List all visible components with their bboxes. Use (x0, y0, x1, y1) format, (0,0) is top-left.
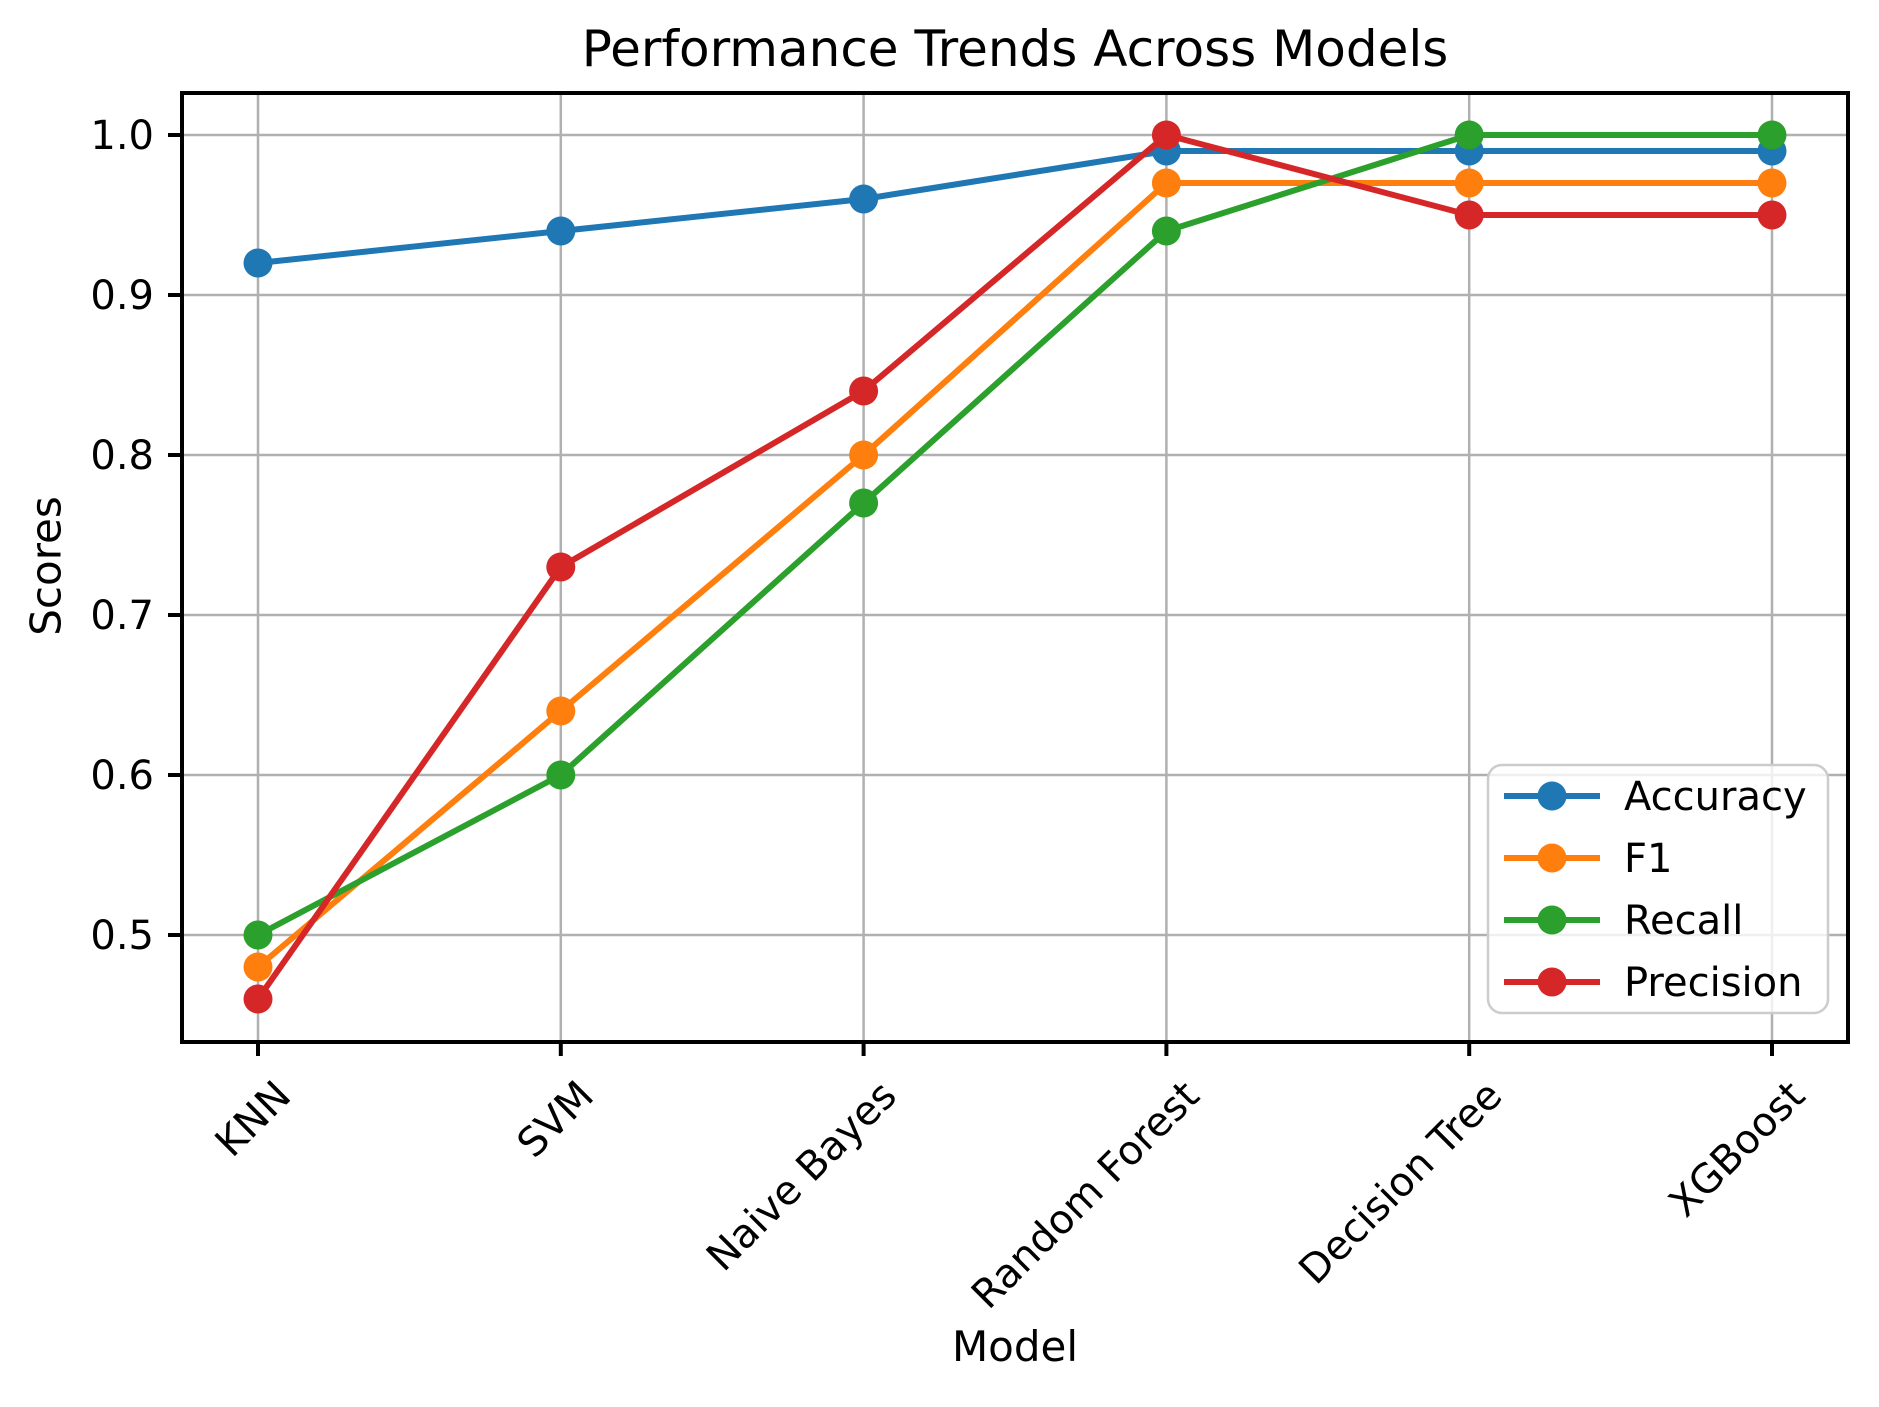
x-tick-label: Decision Tree (1290, 1073, 1511, 1294)
data-point-f1 (849, 440, 879, 470)
y-tick-label: 0.7 (90, 593, 154, 639)
data-point-recall (243, 920, 273, 950)
series-line-precision (255, 132, 1775, 1002)
data-point-recall (546, 760, 576, 790)
y-tick-label: 1.0 (90, 113, 154, 159)
y-axis-label: Scores (21, 496, 71, 636)
legend-marker (1537, 781, 1567, 811)
legend-label: Precision (1624, 960, 1802, 1006)
series-line-f1 (255, 180, 1775, 970)
data-point-accuracy (546, 216, 576, 246)
legend-label: F1 (1624, 836, 1672, 882)
legend-label: Accuracy (1624, 774, 1807, 820)
data-point-precision (546, 552, 576, 582)
data-point-precision (849, 376, 879, 406)
data-point-recall (1757, 120, 1787, 150)
data-point-recall (1151, 216, 1181, 246)
x-tick-label: SVM (509, 1073, 603, 1167)
data-point-f1 (243, 952, 273, 982)
legend-label: Recall (1624, 898, 1743, 944)
data-point-precision (243, 984, 273, 1014)
x-tick-label: XGBoost (1660, 1073, 1814, 1227)
y-tick-label: 0.5 (90, 913, 154, 959)
plot-border (180, 91, 1850, 1044)
data-point-accuracy (243, 248, 273, 278)
data-point-f1 (1757, 168, 1787, 198)
data-point-precision (1454, 200, 1484, 230)
data-point-precision (1151, 120, 1181, 150)
legend-marker (1537, 967, 1567, 997)
data-point-f1 (1151, 168, 1181, 198)
data-point-recall (849, 488, 879, 518)
y-tick-label: 0.6 (90, 753, 154, 799)
x-axis-label: Model (951, 1322, 1079, 1371)
data-point-f1 (1454, 168, 1484, 198)
data-point-accuracy (849, 184, 879, 214)
legend-marker (1537, 905, 1567, 935)
data-point-precision (1757, 200, 1787, 230)
y-tick-label: 0.9 (90, 273, 154, 319)
data-point-recall (1454, 120, 1484, 150)
legend-marker (1537, 843, 1567, 873)
x-tick-label: KNN (207, 1073, 300, 1166)
y-tick-label: 0.8 (90, 433, 154, 479)
series-line-accuracy (255, 148, 1775, 266)
x-tick-label: Random Forest (963, 1073, 1208, 1318)
x-tick-label: Naive Bayes (698, 1073, 906, 1281)
data-point-f1 (546, 696, 576, 726)
chart-title: Performance Trends Across Models (581, 20, 1449, 78)
series-line-recall (255, 132, 1775, 938)
legend-box (1486, 763, 1830, 1015)
